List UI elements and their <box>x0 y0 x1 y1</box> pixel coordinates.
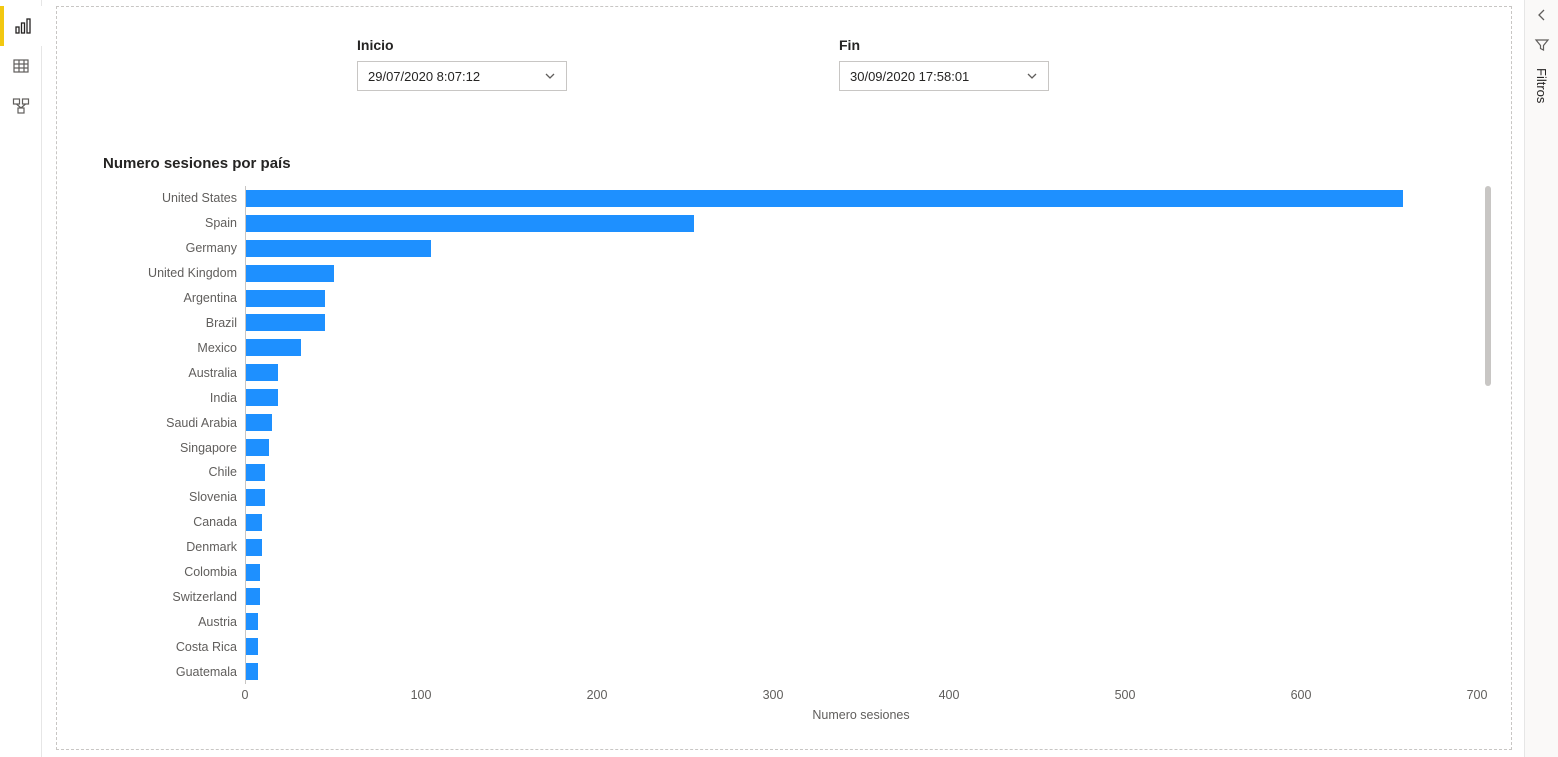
slicer-fin-dropdown[interactable]: 30/09/2020 17:58:01 <box>839 61 1049 91</box>
chart-bar[interactable] <box>246 240 431 257</box>
chart-y-label: Costa Rica <box>99 634 245 659</box>
slicer-inicio: Inicio 29/07/2020 8:07:12 <box>357 37 567 91</box>
chart-bar[interactable] <box>246 464 265 481</box>
filters-panel-collapsed: Filtros <box>1524 0 1558 757</box>
chart-x-tick: 500 <box>1115 688 1136 702</box>
chart-x-tick: 400 <box>939 688 960 702</box>
chart-y-label: Austria <box>99 609 245 634</box>
data-view-icon[interactable] <box>0 46 42 86</box>
chart-bar[interactable] <box>246 613 258 630</box>
chart-bar-row <box>246 485 1477 510</box>
left-sidebar <box>0 0 42 757</box>
slicer-fin: Fin 30/09/2020 17:58:01 <box>839 37 1049 91</box>
chart-x-tick: 300 <box>763 688 784 702</box>
chart-x-axis: 0100200300400500600700 <box>245 684 1477 706</box>
chart-bar[interactable] <box>246 539 262 556</box>
chart-bar-row <box>246 385 1477 410</box>
chart-x-tick: 600 <box>1291 688 1312 702</box>
slicer-fin-value: 30/09/2020 17:58:01 <box>850 69 969 84</box>
filter-icon <box>1534 37 1550 58</box>
chevron-down-icon <box>1026 70 1038 82</box>
chart-plot: United StatesSpainGermanyUnited KingdomA… <box>99 186 1477 684</box>
chart-x-tick: 0 <box>242 688 249 702</box>
chart-title: Numero sesiones por país <box>99 155 1477 172</box>
chart-bar-row <box>246 634 1477 659</box>
report-canvas[interactable]: Inicio 29/07/2020 8:07:12 Fin 30/09/2020… <box>56 6 1512 750</box>
chart-y-labels: United StatesSpainGermanyUnited KingdomA… <box>99 186 245 684</box>
chart-bar-row <box>246 211 1477 236</box>
chart-bar-row <box>246 360 1477 385</box>
chart-x-tick: 200 <box>587 688 608 702</box>
chart-x-axis-title: Numero sesiones <box>245 708 1477 722</box>
chart-bar-row <box>246 560 1477 585</box>
chart-bar[interactable] <box>246 265 334 282</box>
chart-x-tick: 100 <box>411 688 432 702</box>
chart-bar[interactable] <box>246 215 694 232</box>
chart-bar[interactable] <box>246 364 278 381</box>
chart-bar[interactable] <box>246 638 258 655</box>
chart-bar-row <box>246 609 1477 634</box>
chart-y-label: Brazil <box>99 311 245 336</box>
chart-bar[interactable] <box>246 439 269 456</box>
chart-bar-row <box>246 535 1477 560</box>
chart-bars <box>246 186 1477 684</box>
slicer-inicio-label: Inicio <box>357 37 567 53</box>
chart-y-label: United Kingdom <box>99 261 245 286</box>
slicer-fin-label: Fin <box>839 37 1049 53</box>
filters-panel-label: Filtros <box>1534 68 1549 103</box>
chart-y-label: Guatemala <box>99 659 245 684</box>
chart-bar[interactable] <box>246 414 272 431</box>
chart-x-tick: 700 <box>1467 688 1488 702</box>
chart-y-label: Canada <box>99 510 245 535</box>
report-view-icon[interactable] <box>0 6 42 46</box>
chart-bar[interactable] <box>246 290 325 307</box>
chart-y-label: Chile <box>99 460 245 485</box>
chart-bar-row <box>246 435 1477 460</box>
slicer-inicio-value: 29/07/2020 8:07:12 <box>368 69 480 84</box>
model-view-icon[interactable] <box>0 86 42 126</box>
chart-bar[interactable] <box>246 588 260 605</box>
chart-scrollbar-thumb[interactable] <box>1485 186 1491 386</box>
chart-y-label: Argentina <box>99 286 245 311</box>
expand-filters-icon[interactable] <box>1535 8 1549 27</box>
slicer-inicio-dropdown[interactable]: 29/07/2020 8:07:12 <box>357 61 567 91</box>
report-canvas-wrap: Inicio 29/07/2020 8:07:12 Fin 30/09/2020… <box>42 0 1524 757</box>
chart-y-label: Mexico <box>99 335 245 360</box>
chart-bar-row <box>246 335 1477 360</box>
app-root: Inicio 29/07/2020 8:07:12 Fin 30/09/2020… <box>0 0 1558 757</box>
chart-bar[interactable] <box>246 564 260 581</box>
chart-scrollbar[interactable] <box>1485 186 1491 656</box>
chart-y-label: Switzerland <box>99 585 245 610</box>
chart-y-label: Colombia <box>99 560 245 585</box>
chart-y-label: Spain <box>99 211 245 236</box>
chart-y-label: Slovenia <box>99 485 245 510</box>
chart-y-label: Saudi Arabia <box>99 410 245 435</box>
chart-bar-row <box>246 286 1477 311</box>
chart-bar-row <box>246 410 1477 435</box>
chart-y-label: Denmark <box>99 535 245 560</box>
chart-bar[interactable] <box>246 389 278 406</box>
chart-y-label: Australia <box>99 360 245 385</box>
chart-y-label: India <box>99 385 245 410</box>
chart-bar-row <box>246 261 1477 286</box>
chart-bar-row <box>246 186 1477 211</box>
chart-bar-row <box>246 460 1477 485</box>
chart-y-label: Germany <box>99 236 245 261</box>
chart-bar[interactable] <box>246 339 301 356</box>
chevron-down-icon <box>544 70 556 82</box>
chart-bar[interactable] <box>246 489 265 506</box>
chart-bar-row <box>246 585 1477 610</box>
chart-y-label: United States <box>99 186 245 211</box>
chart-bar-row <box>246 236 1477 261</box>
chart-y-label: Singapore <box>99 435 245 460</box>
chart-bar[interactable] <box>246 514 262 531</box>
chart-bar[interactable] <box>246 190 1403 207</box>
chart-visual[interactable]: Numero sesiones por país United StatesSp… <box>99 155 1477 743</box>
chart-bar-row <box>246 311 1477 336</box>
chart-bar[interactable] <box>246 314 325 331</box>
chart-bar[interactable] <box>246 663 258 680</box>
chart-plot-area <box>245 186 1477 684</box>
chart-bar-row <box>246 510 1477 535</box>
chart-bar-row <box>246 659 1477 684</box>
